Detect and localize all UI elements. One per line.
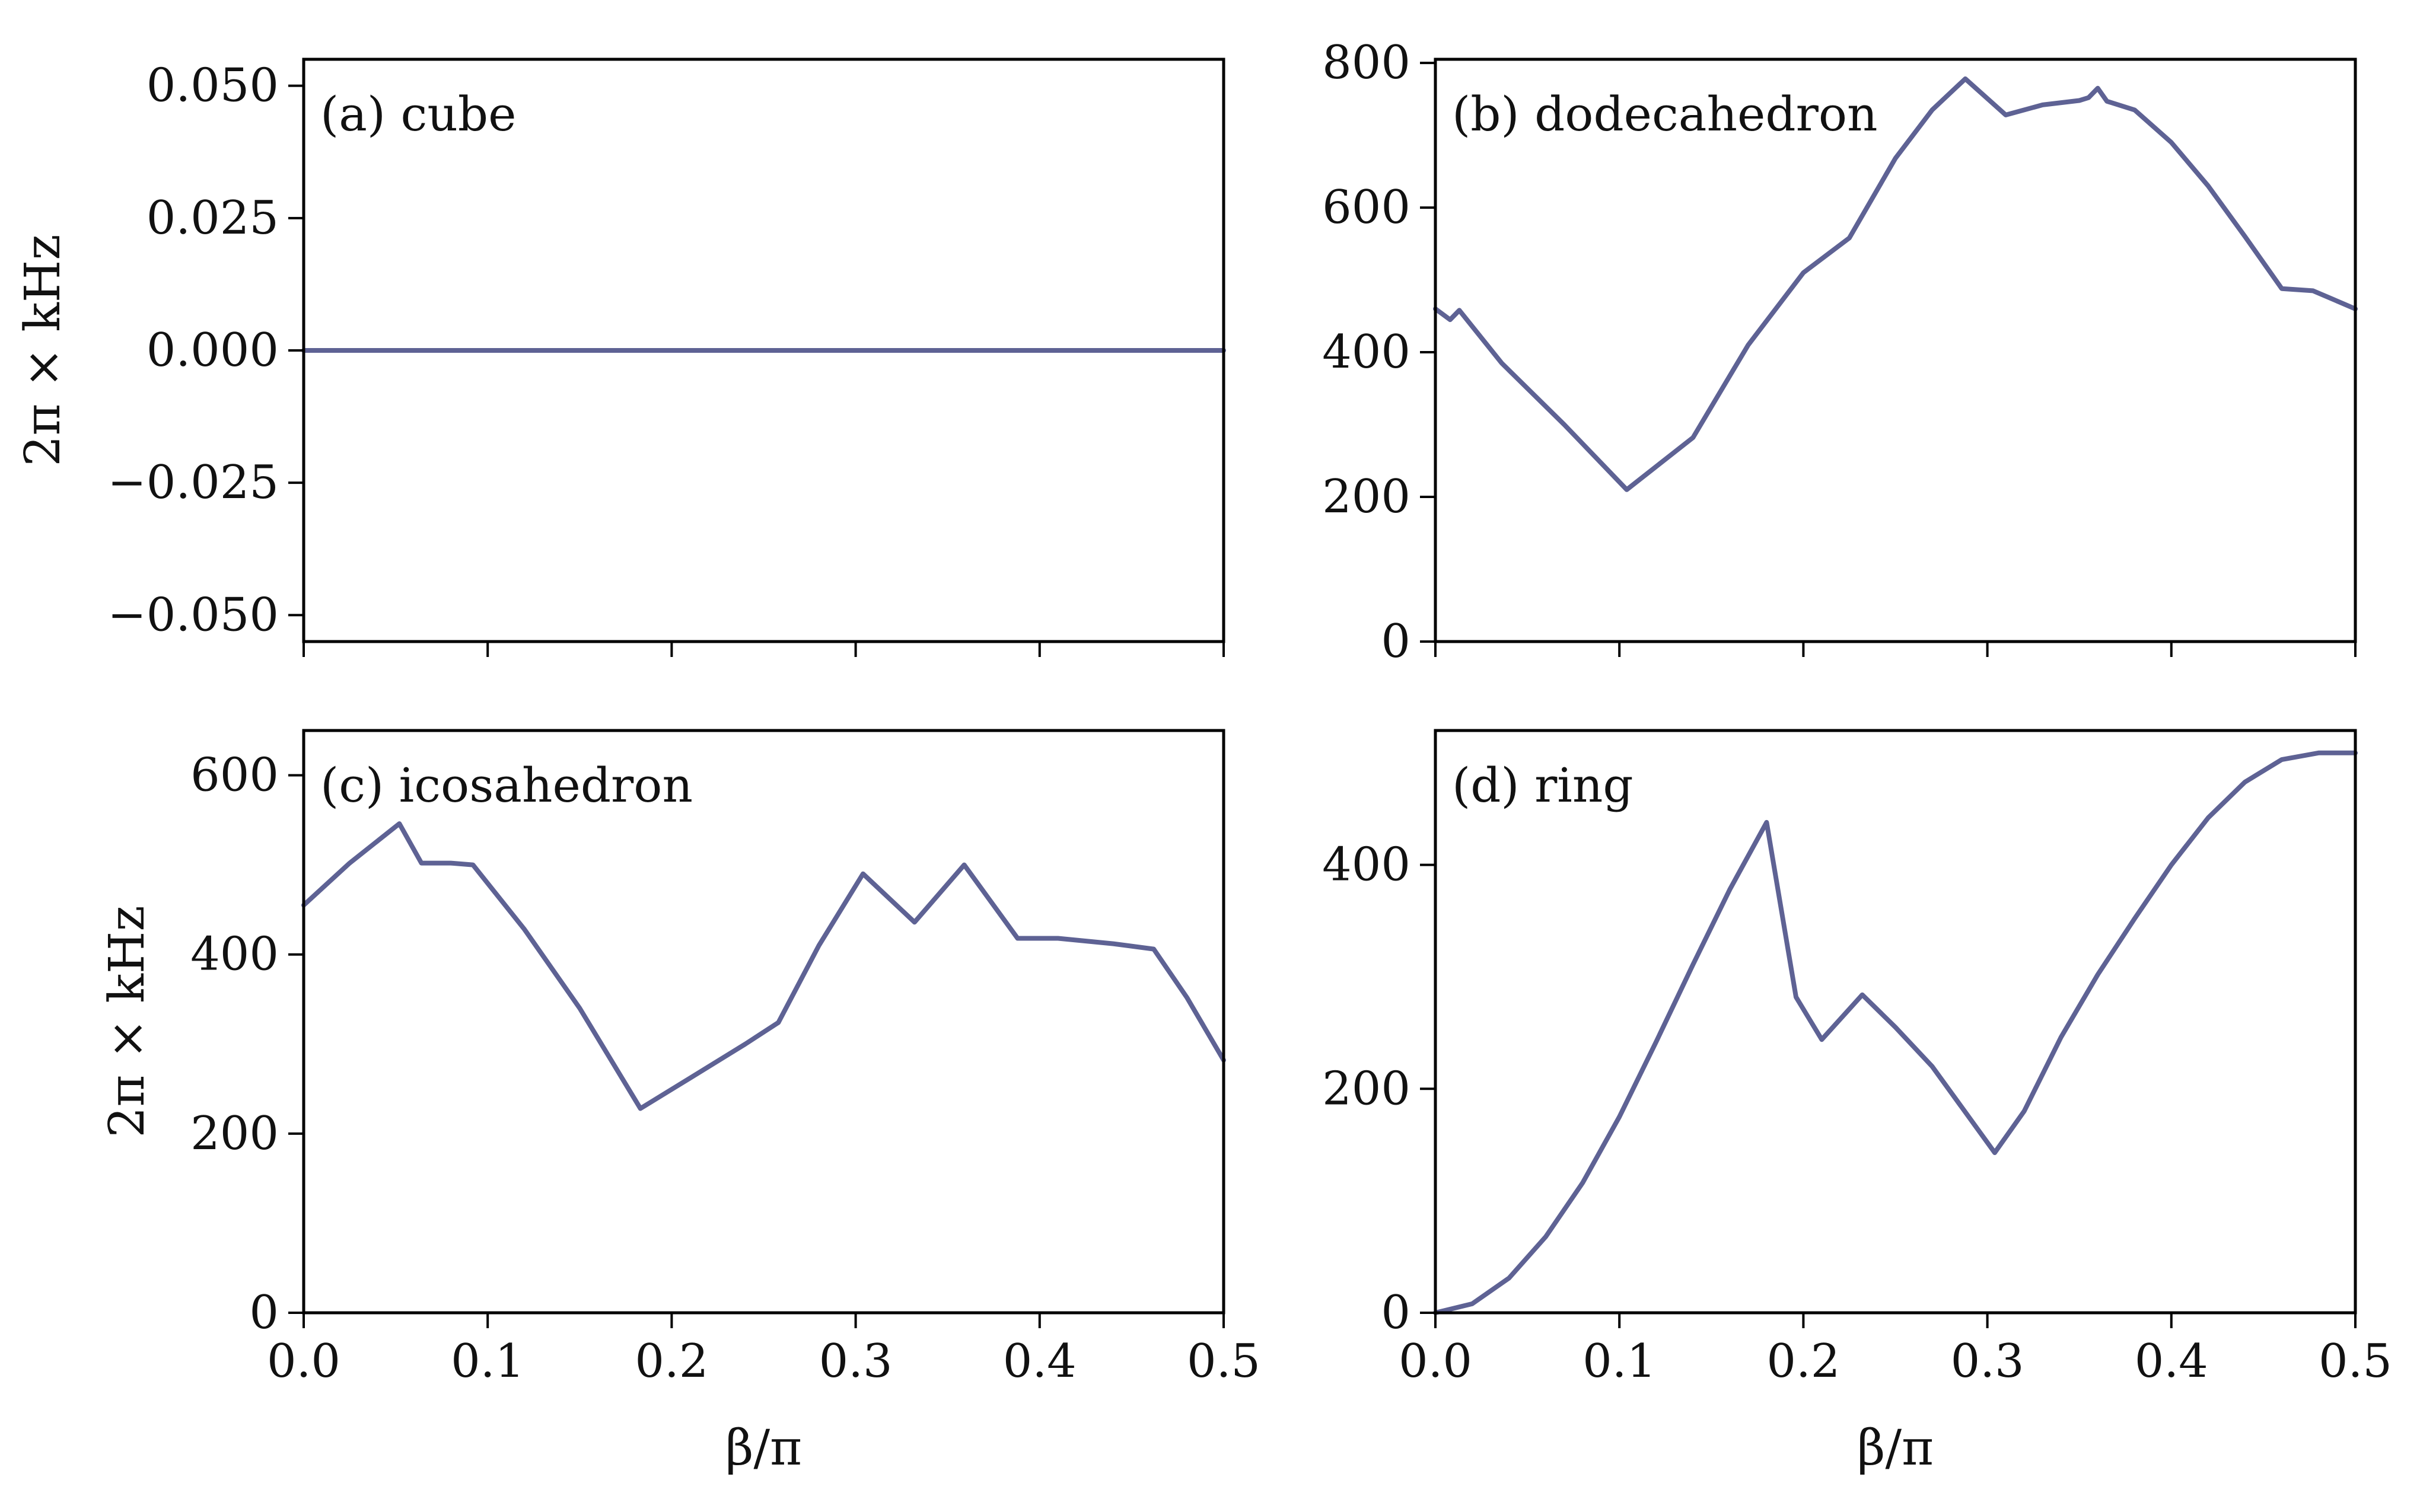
panel-3: 0.0 0.1 0.2 0.3 0.4 0.5 0 200 400 600 (c) icosahed… [99, 729, 1260, 1476]
panel-1: 0.050 0.025 0.000 −0.025 −0.050 (a) cube 2π × … [15, 58, 1226, 657]
y-tick-label: −0.025 [107, 456, 279, 509]
y-tick-label: 200 [190, 1107, 279, 1160]
y-tick-label: 0 [1381, 1286, 1410, 1339]
y-tick-label: 400 [1322, 326, 1410, 379]
y-tick-label: 0.000 [147, 324, 279, 377]
x-tick-label: 0.0 [1399, 1335, 1472, 1388]
plot-frame [1434, 58, 2357, 643]
y-tick-label: 400 [1322, 838, 1410, 892]
x-tick-label: 0.4 [1003, 1335, 1077, 1388]
y-tick-label: 0 [249, 1286, 279, 1339]
x-tick-label: 0.1 [451, 1335, 524, 1388]
series-line [1433, 750, 2358, 1315]
y-tick-label: −0.050 [107, 588, 279, 642]
plot-frame [302, 729, 1225, 1315]
plot-frame [1434, 729, 2357, 1315]
y-tick-label: 200 [1322, 1062, 1410, 1115]
x-axis-label: β/π [725, 1420, 802, 1476]
y-axis-label: 2π × kHz [15, 234, 71, 466]
x-tick-label: 0.3 [1951, 1335, 2024, 1388]
panel-title: (c) icosahedron [320, 758, 693, 813]
y-tick-label: 0.050 [147, 59, 279, 113]
panel-title: (d) ring [1452, 758, 1634, 813]
y-tick-label: 400 [190, 928, 279, 981]
panel-4: 0.0 0.1 0.2 0.3 0.4 0.5 0 200 400 (d) ring β/π [1322, 729, 2392, 1476]
series-line [301, 821, 1226, 1111]
x-tick-label: 0.5 [2319, 1335, 2392, 1388]
y-tick-label: 600 [190, 749, 279, 802]
x-tick-label: 0.4 [2135, 1335, 2208, 1388]
y-tick-label: 0 [1381, 615, 1410, 668]
y-tick-label: 0.025 [147, 192, 279, 245]
x-tick-label: 0.0 [267, 1335, 340, 1388]
y-tick-label: 800 [1322, 36, 1410, 90]
y-tick-label: 200 [1322, 470, 1410, 524]
y-tick-label: 600 [1322, 181, 1410, 234]
x-tick-label: 0.2 [635, 1335, 708, 1388]
x-tick-label: 0.3 [819, 1335, 893, 1388]
series-line [1433, 76, 2358, 492]
x-tick-label: 0.1 [1582, 1335, 1656, 1388]
panel-title: (a) cube [320, 87, 516, 142]
panel-2: 0 200 400 600 800 (b) dodecahedron [1322, 36, 2358, 668]
x-tick-label: 0.2 [1766, 1335, 1840, 1388]
panel-title: (b) dodecahedron [1452, 87, 1878, 142]
y-axis-label: 2π × kHz [99, 905, 155, 1137]
x-axis-label: β/π [1857, 1420, 1934, 1476]
x-tick-label: 0.5 [1187, 1335, 1260, 1388]
